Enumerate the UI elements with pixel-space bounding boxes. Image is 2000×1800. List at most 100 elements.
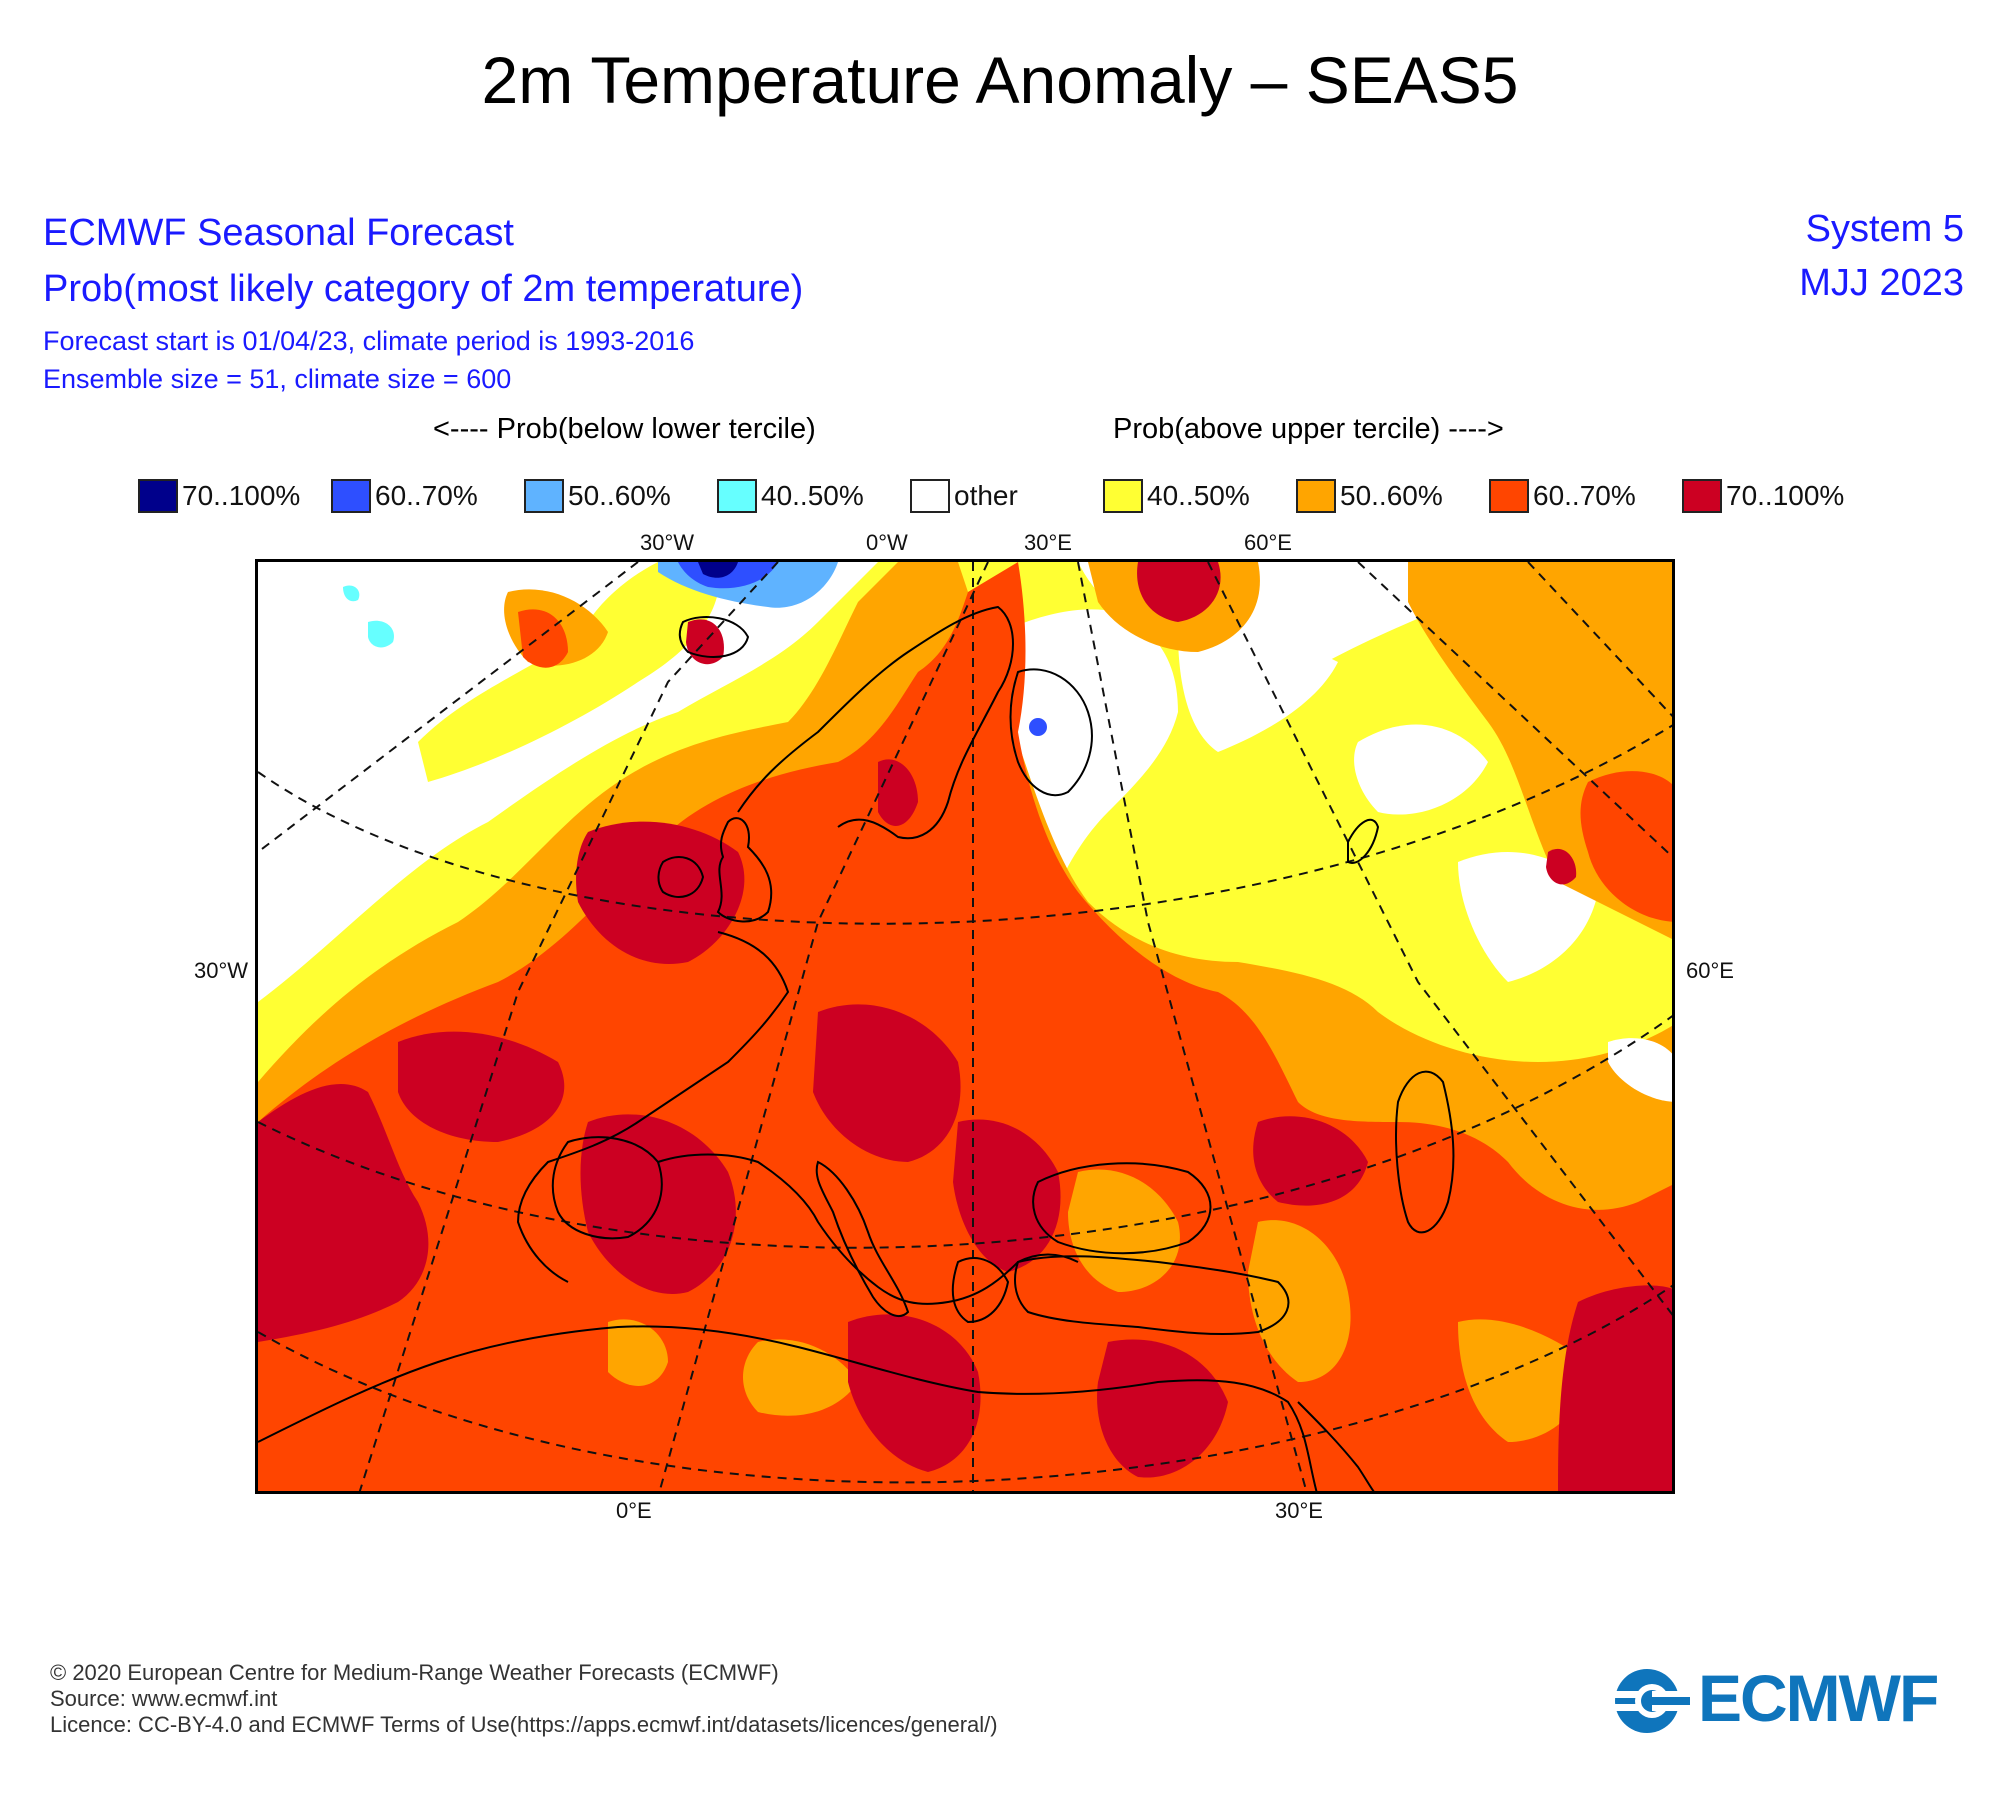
legend-swatch xyxy=(331,479,371,513)
coastline-novaya-zemlya xyxy=(1347,818,1380,864)
licence-text: Licence: CC-BY-4.0 and ECMWF Terms of Us… xyxy=(50,1712,998,1737)
lat-label-right: 60°E xyxy=(1686,958,1734,983)
prob-field-dark-red xyxy=(258,1083,429,1342)
prob-field-red-orange xyxy=(1580,771,1672,922)
parallel-line xyxy=(258,1284,1672,1484)
meridian-line xyxy=(1527,562,1672,718)
prob-field-dark-red xyxy=(398,1031,565,1142)
forecast-start-info: Forecast start is 01/04/23, climate peri… xyxy=(43,326,695,356)
legend-swatch xyxy=(524,479,564,513)
legend-item-above-40-50: 40..50% xyxy=(1103,476,1250,516)
page-title: 2m Temperature Anomaly – SEAS5 xyxy=(481,43,1519,117)
legend-swatch xyxy=(717,479,757,513)
coastline-caspian xyxy=(1395,1070,1455,1234)
lon-label-bottom: 0°E xyxy=(616,1498,652,1523)
prob-field-cyan xyxy=(343,585,360,602)
ecmwf-logo-text: ECMWF xyxy=(1698,1661,1939,1735)
prob-field-orange xyxy=(1248,1220,1351,1382)
prob-field-dark-red xyxy=(1546,848,1577,885)
meridian-line xyxy=(358,562,779,1491)
coastline-britain xyxy=(716,817,773,923)
prob-field-yellow xyxy=(418,562,720,782)
probability-map-svg xyxy=(258,562,1672,1491)
coastline-scandinavia xyxy=(737,605,1014,840)
legend-label: 40..50% xyxy=(1147,480,1250,511)
prob-field-blue-spot xyxy=(1029,718,1047,736)
legend-item-below-50-60: 50..60% xyxy=(524,476,671,516)
legend-swatch xyxy=(910,479,950,513)
coastline-iceland xyxy=(678,616,750,658)
prob-field-orange xyxy=(1458,1319,1588,1442)
legend-item-above-60-70: 60..70% xyxy=(1489,476,1636,516)
ecmwf-logo-icon xyxy=(1614,1669,1690,1733)
lon-label-bottom: 30°E xyxy=(1275,1498,1323,1523)
legend-swatch xyxy=(1296,479,1336,513)
prob-field-white xyxy=(258,562,394,677)
prob-field-white xyxy=(1354,724,1488,815)
ensemble-size-info: Ensemble size = 51, climate size = 600 xyxy=(43,364,512,394)
legend-swatch xyxy=(1489,479,1529,513)
legend-item-other: other xyxy=(910,476,1018,516)
prob-field-orange xyxy=(608,1319,668,1386)
legend-label: 60..70% xyxy=(1533,480,1636,511)
prob-field-dark-red xyxy=(1558,1285,1672,1491)
prob-field-dark-red xyxy=(848,1314,981,1472)
source-text: Source: www.ecmwf.int xyxy=(50,1686,278,1711)
coastline-greece xyxy=(951,1257,1010,1324)
legend-swatch xyxy=(138,479,178,513)
meridian-line xyxy=(658,562,989,1491)
legend-item-below-70-100: 70..100% xyxy=(138,476,300,516)
coastline-finland xyxy=(1009,668,1093,797)
lon-label-top: 30°W xyxy=(640,530,695,555)
coastline-ireland xyxy=(657,856,705,898)
prob-field-dark-blue xyxy=(698,562,738,578)
lon-label-top: 60°E xyxy=(1244,530,1292,555)
legend-above-heading: Prob(above upper tercile) ----> xyxy=(1113,413,1504,445)
parallel-line xyxy=(258,724,1672,925)
legend-below-heading: <---- Prob(below lower tercile) xyxy=(433,413,816,445)
map-frame xyxy=(255,559,1675,1494)
forecast-variable-title: Prob(most likely category of 2m temperat… xyxy=(43,268,804,310)
coastline-turkey xyxy=(1014,1255,1290,1336)
forecast-product-title: ECMWF Seasonal Forecast xyxy=(43,212,514,254)
coastline-iberia xyxy=(551,1136,663,1240)
legend-item-below-40-50: 40..50% xyxy=(717,476,864,516)
coastline-italy xyxy=(815,1160,910,1317)
legend-item-below-60-70: 60..70% xyxy=(331,476,478,516)
prob-field-orange xyxy=(743,1339,858,1416)
legend-label: 50..60% xyxy=(1340,480,1443,511)
system-label: System 5 xyxy=(1805,208,1964,250)
coastline-red-sea xyxy=(1297,1401,1375,1491)
coastlines xyxy=(258,605,1455,1491)
prob-field-dark-red xyxy=(1137,562,1221,622)
coastline-north-africa xyxy=(258,1325,1318,1491)
forecast-map xyxy=(255,559,1675,1494)
legend-label: 50..60% xyxy=(568,480,671,511)
meridian-line xyxy=(1207,562,1672,1316)
prob-field-dark-red xyxy=(878,759,918,826)
legend-label: 60..70% xyxy=(375,480,478,511)
legend-label: other xyxy=(954,480,1018,511)
lon-label-top: 0°W xyxy=(866,530,908,555)
prob-field-white xyxy=(258,747,415,932)
graticule xyxy=(258,562,1672,1491)
legend-item-above-70-100: 70..100% xyxy=(1682,476,1844,516)
lon-label-top: 30°E xyxy=(1024,530,1072,555)
prob-field-white xyxy=(1178,629,1338,752)
legend-swatch xyxy=(1682,479,1722,513)
coastline-europe-west xyxy=(516,931,790,1283)
lat-label-left: 30°W xyxy=(194,958,249,983)
prob-field-dark-red xyxy=(813,1004,961,1162)
prob-field-dark-red xyxy=(1097,1339,1228,1478)
color-legend: 70..100% 60..70% 50..60% 40..50% other 4… xyxy=(138,476,1878,516)
prob-field-dark-red xyxy=(576,821,745,964)
coastline-black-sea xyxy=(1032,1162,1212,1255)
prob-field-dark-red xyxy=(1253,1116,1368,1206)
legend-label: 70..100% xyxy=(1726,480,1845,511)
legend-item-above-50-60: 50..60% xyxy=(1296,476,1443,516)
prob-field-cyan xyxy=(368,620,394,648)
legend-label: 40..50% xyxy=(761,480,864,511)
period-label: MJJ 2023 xyxy=(1799,262,1964,304)
prob-field-dark-red xyxy=(953,1119,1061,1272)
ecmwf-logo: ECMWF xyxy=(1612,1661,1962,1736)
